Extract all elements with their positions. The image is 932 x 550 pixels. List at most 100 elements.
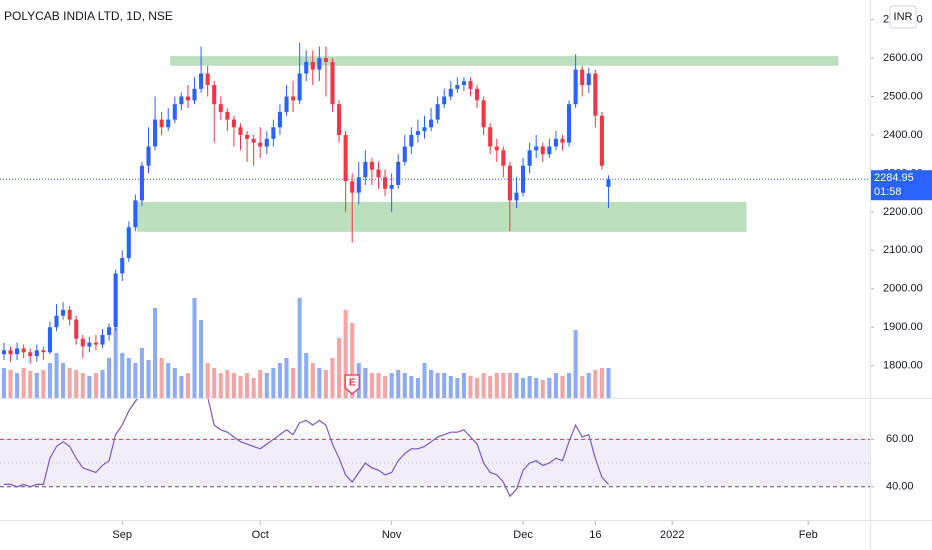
candle-body xyxy=(179,96,184,105)
candle-body xyxy=(409,134,414,147)
candle-body xyxy=(435,104,440,120)
x-tick-label: Feb xyxy=(799,529,818,541)
volume-bar xyxy=(107,358,112,398)
candle-body xyxy=(376,169,381,178)
candle-body xyxy=(277,111,282,128)
candle-body xyxy=(580,69,585,85)
volume-bar xyxy=(369,373,374,398)
candle-body xyxy=(481,100,486,128)
volume-bar xyxy=(580,376,585,398)
candle-body xyxy=(586,73,591,85)
y-tick-label: 1900.00 xyxy=(883,321,923,333)
candle-body xyxy=(80,338,85,347)
volume-bar xyxy=(481,373,486,398)
volume-bar xyxy=(435,373,440,398)
volume-bar xyxy=(146,360,151,398)
volume-bar xyxy=(540,380,545,398)
volume-bar xyxy=(54,353,59,398)
volume-bar xyxy=(547,378,552,398)
chart-title: POLYCAB INDIA LTD, 1D, NSE xyxy=(4,9,173,23)
currency[interactable]: INR xyxy=(894,11,913,23)
volume-bar xyxy=(93,373,98,398)
volume-bar xyxy=(100,370,105,398)
candle-body xyxy=(199,73,204,89)
volume-bar xyxy=(455,378,460,398)
candle-body xyxy=(304,61,309,74)
volume-bar xyxy=(291,368,296,398)
volume-bar xyxy=(264,373,269,398)
volume-bar xyxy=(28,371,33,398)
volume-bar xyxy=(567,373,572,398)
candle-body xyxy=(225,111,230,120)
rsi-tick-label: 40.00 xyxy=(886,481,914,493)
volume-bar xyxy=(212,368,217,398)
candle-body xyxy=(271,127,276,139)
volume-bar xyxy=(310,363,315,398)
candle-body xyxy=(34,350,39,357)
candle-body xyxy=(488,127,493,147)
candle-body xyxy=(599,115,604,166)
volume-bar xyxy=(258,370,263,398)
volume-bar xyxy=(461,373,466,398)
candle-body xyxy=(205,73,210,85)
candle-body xyxy=(521,165,526,193)
volume-bar xyxy=(586,373,591,398)
volume-bar xyxy=(402,373,407,398)
candle-body xyxy=(514,192,519,201)
last-price-label: 2284.95 xyxy=(874,172,914,184)
volume-bar xyxy=(271,368,276,398)
volume-bar xyxy=(1,368,6,398)
candle-body xyxy=(74,319,79,339)
candle-body xyxy=(547,146,552,155)
y-tick-label: 2200.00 xyxy=(883,206,923,218)
volume-bar xyxy=(593,370,598,398)
volume-bar xyxy=(47,363,52,398)
y-tick-label: 2100.00 xyxy=(883,244,923,256)
earnings-label: E xyxy=(349,378,356,389)
candle-body xyxy=(139,165,144,201)
volume-bar xyxy=(527,376,532,398)
x-tick-label: Nov xyxy=(382,529,402,541)
volume-bar xyxy=(67,368,72,398)
volume-bar xyxy=(153,308,158,398)
candle-body xyxy=(218,104,223,112)
candle-body xyxy=(363,161,368,178)
volume-bar xyxy=(534,378,539,398)
candle-body xyxy=(422,127,427,132)
candle-body xyxy=(350,181,355,193)
volume-bar xyxy=(15,373,20,398)
volume-bar xyxy=(573,330,578,398)
volume-bar xyxy=(87,376,92,398)
candle-body xyxy=(468,81,473,89)
volume-bar xyxy=(553,373,558,398)
candle-body xyxy=(192,88,197,101)
rsi-band xyxy=(0,439,870,487)
volume-bar xyxy=(297,298,302,398)
candle-body xyxy=(185,96,190,101)
volume-bar xyxy=(238,376,243,398)
volume-bar xyxy=(8,370,13,398)
candle-body xyxy=(573,69,578,105)
currency-button[interactable] xyxy=(889,5,917,29)
volume-bar xyxy=(599,368,604,398)
candle-body xyxy=(383,177,388,189)
earnings-icon xyxy=(344,374,360,395)
candle-body xyxy=(291,96,296,101)
volume-bar xyxy=(185,373,190,398)
volume-bar xyxy=(422,363,427,398)
candle-body xyxy=(567,104,572,143)
volume-bar xyxy=(192,298,197,398)
volume-bar xyxy=(304,353,309,398)
candle-body xyxy=(54,315,59,328)
candle-body xyxy=(356,177,361,193)
candle-body xyxy=(264,138,269,147)
candle-body xyxy=(166,119,171,128)
volume-bar xyxy=(41,370,46,398)
rsi-line xyxy=(3,399,609,498)
volume-bar xyxy=(251,378,256,398)
candle-body xyxy=(343,134,348,182)
candle-body xyxy=(560,138,565,143)
candle-body xyxy=(238,127,243,135)
volume-bar xyxy=(323,370,328,398)
candle-body xyxy=(47,327,52,353)
